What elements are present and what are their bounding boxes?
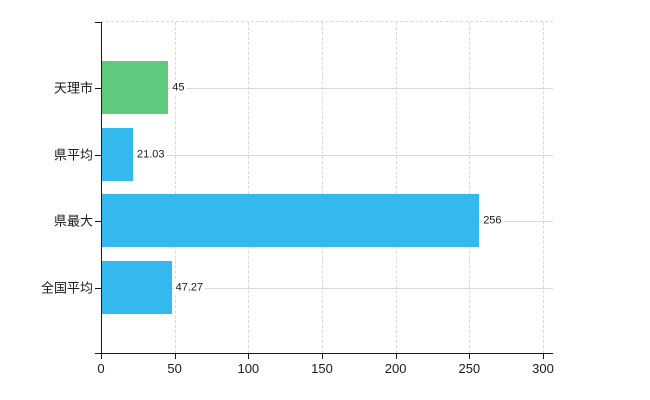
category-gridline (101, 88, 553, 89)
bar (102, 261, 172, 314)
vertical-gridline (174, 22, 176, 353)
x-axis-tick (322, 354, 323, 359)
x-tick-label: 200 (384, 361, 407, 376)
vertical-gridline (322, 22, 323, 353)
x-axis-line (95, 353, 553, 354)
bar-value-label: 47.27 (173, 281, 206, 295)
bar (102, 61, 169, 114)
category-label: 県最大 (53, 213, 93, 229)
vertical-gridline (248, 22, 250, 353)
x-axis-tick (174, 354, 176, 359)
y-axis-tick (95, 288, 101, 289)
x-axis-tick (395, 354, 397, 359)
vertical-gridline (543, 22, 544, 353)
y-axis-line (101, 22, 102, 353)
vertical-gridline (469, 22, 471, 353)
x-axis-tick (543, 354, 544, 359)
category-label: 全国平均 (40, 280, 93, 296)
bar (102, 194, 480, 247)
category-gridline (101, 288, 553, 289)
category-gridline (101, 155, 553, 156)
category-label: 天理市 (53, 80, 93, 96)
x-tick-label: 250 (458, 361, 481, 376)
x-axis-tick (248, 354, 250, 359)
x-axis-tick (101, 354, 102, 359)
vertical-gridline (395, 22, 397, 353)
x-tick-label: 300 (532, 361, 554, 376)
y-axis-tick (95, 221, 101, 222)
bar-value-label: 45 (170, 81, 187, 95)
y-axis-tick (95, 155, 101, 156)
y-axis-top-tick (95, 22, 101, 23)
y-axis-tick (95, 88, 101, 89)
bar-value-label: 256 (481, 214, 504, 228)
x-axis-tick (469, 354, 471, 359)
x-tick-label: 0 (97, 361, 105, 376)
x-tick-label: 150 (311, 361, 333, 376)
category-label: 県平均 (53, 147, 93, 163)
bar (102, 128, 133, 181)
plot-top-border (101, 21, 553, 22)
bar-value-label: 21.03 (135, 148, 167, 162)
x-tick-label: 50 (167, 361, 182, 376)
x-tick-label: 100 (237, 361, 260, 376)
